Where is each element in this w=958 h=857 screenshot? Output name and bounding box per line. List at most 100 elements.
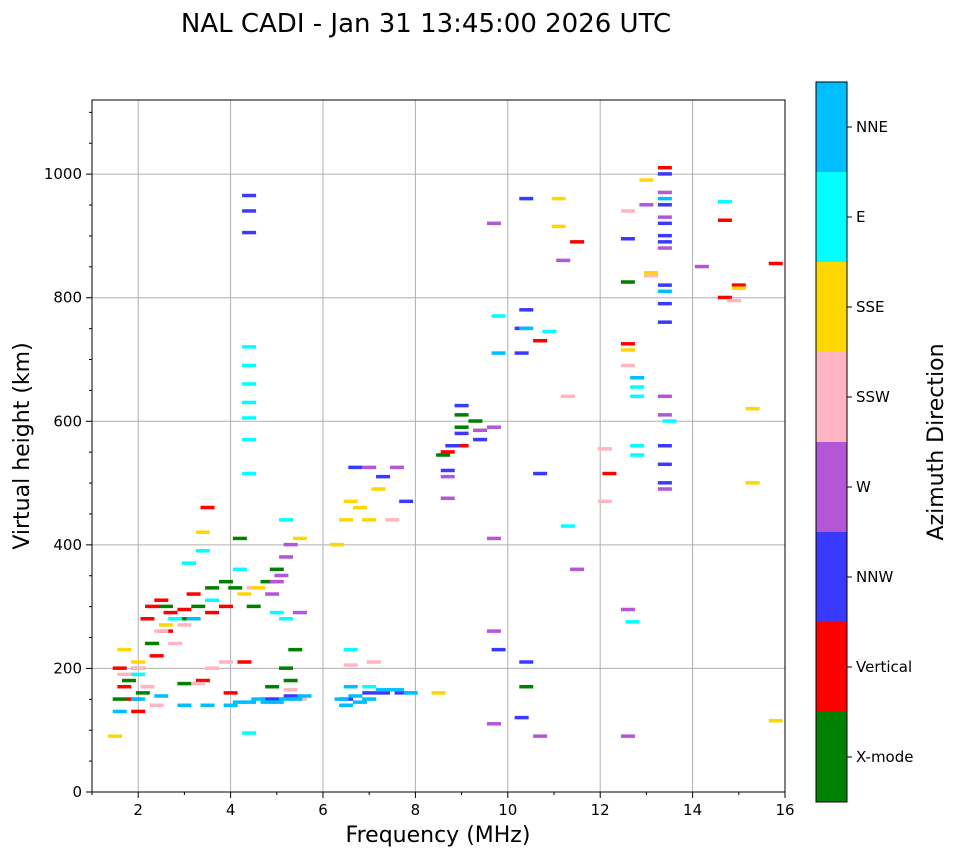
data-point (108, 734, 123, 738)
colorbar-label: Azimuth Direction (924, 343, 949, 540)
data-point (200, 703, 215, 707)
data-point (242, 230, 257, 235)
data-point (620, 280, 635, 284)
data-point (431, 691, 446, 695)
data-point (362, 518, 377, 522)
data-point (223, 691, 238, 695)
data-point (620, 607, 635, 612)
data-point (191, 681, 206, 686)
data-point (694, 264, 709, 269)
data-point (389, 688, 404, 692)
data-point (140, 684, 155, 689)
data-point (602, 471, 617, 476)
data-point (274, 573, 289, 578)
data-point (399, 499, 414, 504)
data-point (177, 623, 192, 627)
data-point (246, 604, 261, 609)
data-point (376, 688, 391, 692)
data-point (288, 697, 303, 701)
data-point (620, 237, 635, 241)
data-point (177, 681, 192, 686)
data-point (343, 647, 358, 652)
data-point (283, 694, 298, 698)
x-tick-label: 14 (683, 801, 702, 819)
data-point (454, 413, 469, 417)
data-point (177, 607, 192, 612)
data-point (112, 666, 127, 670)
data-point (288, 647, 303, 652)
colorbar-segment (816, 442, 847, 532)
data-point (657, 301, 672, 306)
colorbar-tick-label: NNE (856, 118, 888, 136)
data-point (657, 221, 672, 226)
data-point (657, 165, 672, 170)
data-point (717, 218, 732, 222)
data-point (514, 351, 529, 355)
data-point (145, 604, 160, 609)
data-point (486, 629, 501, 633)
data-point (131, 666, 146, 670)
colorbar-tick-label: SSW (856, 388, 890, 406)
colorbar-tick-label: SSE (856, 298, 885, 316)
data-point (394, 691, 409, 695)
data-point (205, 666, 220, 670)
colorbar-segment (816, 82, 847, 172)
data-point (154, 694, 169, 698)
data-point (158, 604, 173, 609)
data-point (218, 604, 233, 609)
data-point (292, 536, 307, 541)
data-point (644, 274, 659, 278)
grid (92, 100, 786, 792)
data-point (597, 447, 612, 451)
data-point (519, 660, 534, 664)
data-point (131, 709, 146, 714)
data-point (218, 579, 233, 584)
colorbar-segment (816, 532, 847, 622)
data-point (242, 382, 257, 386)
data-point (745, 481, 760, 485)
data-point (389, 465, 404, 470)
colorbar-segment (816, 172, 847, 262)
data-point (265, 592, 280, 596)
data-point (486, 221, 501, 226)
data-point (362, 691, 377, 695)
colorbar: X-mode Vertical NNW W SSW SSE E NNE (815, 81, 913, 803)
data-point (657, 481, 672, 485)
data-point (556, 258, 571, 263)
data-point (242, 416, 257, 420)
data-point (403, 691, 418, 695)
colorbar-segment (816, 262, 847, 352)
data-point (269, 697, 284, 701)
data-point (657, 462, 672, 467)
x-tick-label: 6 (318, 801, 328, 819)
data-point (237, 592, 252, 596)
data-point (657, 283, 672, 287)
data-point (117, 647, 132, 652)
data-point (205, 598, 220, 602)
data-point (135, 691, 150, 695)
data-point (232, 700, 247, 704)
x-tick-label: 4 (226, 801, 236, 819)
data-point (260, 700, 275, 704)
data-point (186, 617, 201, 621)
data-point (329, 542, 344, 547)
data-point (542, 329, 557, 334)
data-point (131, 660, 146, 664)
data-point (242, 345, 257, 349)
data-point (657, 215, 672, 219)
x-tick-label: 16 (775, 801, 794, 819)
data-point (117, 684, 132, 689)
colorbar-tick-label: Vertical (856, 658, 912, 676)
data-point (717, 199, 732, 204)
data-point (154, 629, 169, 633)
data-point (491, 314, 506, 318)
data-point (620, 209, 635, 213)
data-point (140, 617, 155, 621)
colorbar-segment (816, 712, 847, 802)
data-point (168, 617, 183, 621)
data-point (362, 684, 377, 689)
colorbar-frame (815, 81, 848, 803)
data-point (242, 209, 257, 213)
data-point (352, 505, 367, 510)
